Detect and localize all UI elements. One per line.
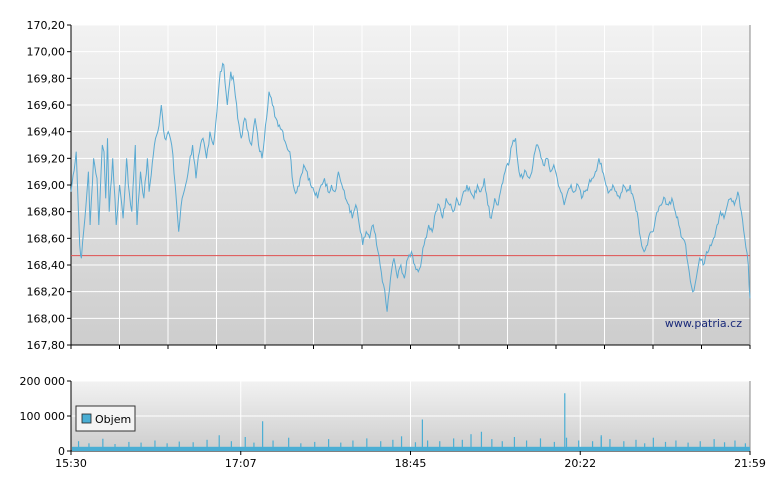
volume-bar <box>501 441 503 451</box>
volume-bar <box>491 439 493 451</box>
volume-bar <box>600 437 602 451</box>
price-y-tick-label: 169,60 <box>27 99 66 112</box>
price-y-tick-label: 169,00 <box>27 179 66 192</box>
volume-bar <box>421 419 423 451</box>
volume-bar <box>288 437 290 451</box>
volume-bar <box>400 436 403 451</box>
volume-bar <box>591 441 594 451</box>
volume-base-band <box>72 446 750 451</box>
volume-bar <box>102 438 104 451</box>
x-tick-label: 21:59 <box>734 457 766 470</box>
volume-bar <box>154 440 156 451</box>
price-y-tick-labels: 167,80 168,00 168,20 168,40 168,60 168,80 169,… <box>27 19 71 352</box>
volume-bar <box>513 437 516 451</box>
volume-y-tick-labels: 0 100 000 200 000 <box>20 375 71 458</box>
volume-bar <box>439 441 441 451</box>
volume-bar <box>470 434 472 451</box>
volume-bar <box>88 443 90 451</box>
volume-bar <box>178 441 180 451</box>
volume-bar <box>609 439 611 451</box>
price-y-tick-label: 168,00 <box>27 312 66 325</box>
price-y-tick-label: 168,60 <box>27 232 66 245</box>
volume-bars <box>72 393 750 451</box>
x-tick-label: 18:45 <box>395 457 427 470</box>
volume-bar <box>539 438 542 451</box>
volume-bar <box>253 442 255 451</box>
volume-bar <box>230 441 232 451</box>
watermark: www.patria.cz <box>665 317 742 330</box>
volume-bar <box>635 439 637 451</box>
price-y-tick-label: 168,80 <box>27 206 66 219</box>
volume-bar <box>652 437 654 451</box>
volume-bar <box>623 441 625 451</box>
volume-y-tick-label: 200 000 <box>20 375 66 388</box>
volume-bar <box>77 441 80 451</box>
volume-bar <box>675 440 677 451</box>
volume-legend: Objem <box>75 405 136 432</box>
volume-bar <box>244 437 246 451</box>
legend-label: Objem <box>95 413 131 426</box>
volume-bar <box>723 442 726 451</box>
price-y-tick-label: 169,20 <box>27 152 66 165</box>
volume-bar <box>664 441 667 451</box>
volume-bar <box>328 439 330 451</box>
volume-bar <box>166 443 168 451</box>
volume-panel: 0 100 000 200 000 15:30 17:07 18:45 20:22 21:5… <box>20 375 766 470</box>
volume-bar <box>687 442 689 451</box>
price-y-tick-label: 168,40 <box>27 259 66 272</box>
volume-bar <box>565 437 568 451</box>
volume-bar <box>553 441 555 451</box>
volume-bar <box>578 440 580 451</box>
x-tick-label: 20:22 <box>564 457 596 470</box>
price-y-tick-label: 170,00 <box>27 46 66 59</box>
price-panel: 167,80 168,00 168,20 168,40 168,60 168,80 169,… <box>27 19 751 352</box>
volume-bar <box>352 440 354 451</box>
x-axis-tick-labels: 15:30 17:07 18:45 20:22 21:59 <box>55 451 766 470</box>
legend-swatch <box>81 413 92 424</box>
price-y-tick-label: 169,80 <box>27 72 66 85</box>
volume-bar <box>114 444 116 451</box>
volume-bar <box>314 441 316 451</box>
volume-bar <box>218 435 220 451</box>
price-y-tick-label: 170,20 <box>27 19 66 32</box>
x-tick-label: 15:30 <box>55 457 87 470</box>
volume-bar <box>744 443 746 451</box>
volume-bar <box>480 431 483 451</box>
price-y-tick-label: 168,20 <box>27 286 66 299</box>
price-x-tick-marks <box>70 345 751 349</box>
volume-y-tick-label: 100 000 <box>20 410 66 423</box>
volume-y-tick-label: 0 <box>58 445 65 458</box>
volume-bar <box>734 440 736 451</box>
price-series-line <box>70 62 751 312</box>
volume-bar <box>206 439 208 451</box>
volume-bar <box>414 442 417 451</box>
volume-bar <box>272 440 274 451</box>
volume-bar <box>713 439 715 451</box>
x-tick-label: 17:07 <box>225 457 257 470</box>
volume-bar <box>392 439 394 451</box>
volume-bar <box>300 443 302 451</box>
volume-bar <box>644 443 646 451</box>
volume-bar <box>340 442 342 451</box>
volume-bar <box>366 438 368 451</box>
volume-bar <box>140 442 142 451</box>
volume-bar <box>699 441 701 451</box>
volume-bar <box>525 440 528 451</box>
volume-bar <box>128 441 130 451</box>
volume-bar <box>461 439 463 451</box>
volume-bar <box>262 421 264 451</box>
price-y-tick-label: 169,40 <box>27 126 66 139</box>
volume-bar <box>453 438 455 451</box>
volume-bar <box>564 393 566 451</box>
price-y-tick-label: 167,80 <box>27 339 66 352</box>
volume-bar <box>192 442 194 451</box>
volume-bar <box>380 441 382 451</box>
volume-bar <box>426 440 429 451</box>
